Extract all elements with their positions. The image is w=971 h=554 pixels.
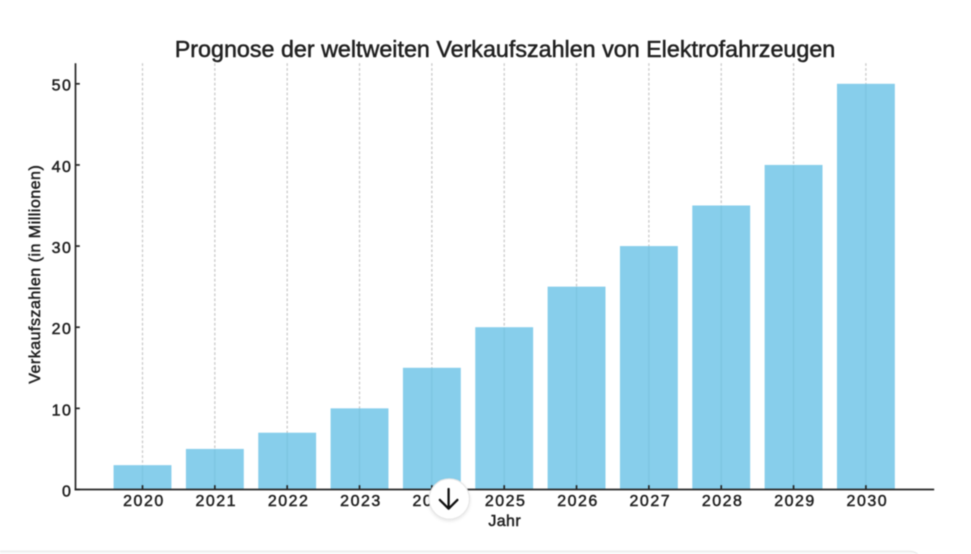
svg-text:2027: 2027 [630,493,672,510]
svg-text:Prognose der weltweiten Verkau: Prognose der weltweiten Verkaufszahlen v… [175,36,835,62]
svg-text:2025: 2025 [485,493,527,510]
svg-text:50: 50 [52,78,73,95]
svg-text:0: 0 [62,483,72,500]
svg-text:2021: 2021 [195,493,237,510]
svg-text:2030: 2030 [847,493,889,510]
svg-text:40: 40 [52,159,73,176]
svg-text:Verkaufszahlen (in Millionen): Verkaufszahlen (in Millionen) [27,165,44,384]
svg-text:2022: 2022 [268,493,310,510]
svg-text:20: 20 [52,321,73,338]
svg-text:2020: 2020 [123,493,165,510]
svg-text:2023: 2023 [340,493,382,510]
svg-text:30: 30 [52,240,73,257]
svg-text:Jahr: Jahr [488,513,521,530]
svg-text:2026: 2026 [557,493,599,510]
svg-text:2028: 2028 [702,493,744,510]
svg-text:2029: 2029 [774,493,816,510]
svg-text:10: 10 [52,402,73,419]
